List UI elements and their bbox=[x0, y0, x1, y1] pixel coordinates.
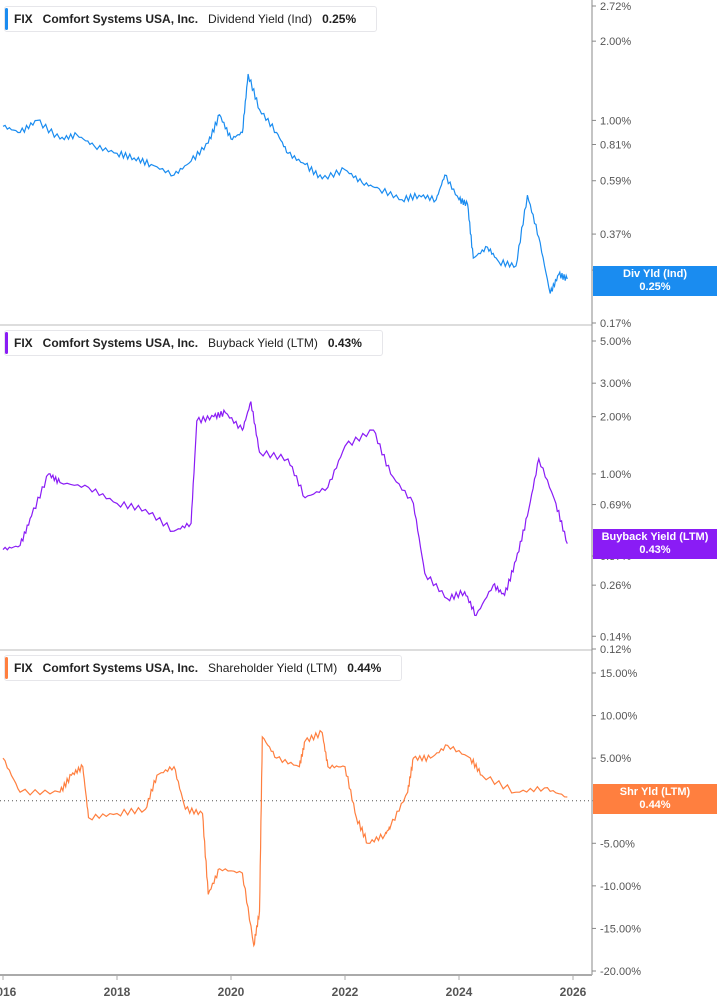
legend-shareholder: FIX Comfort Systems USA, Inc. Shareholde… bbox=[4, 655, 403, 681]
legend-company: Comfort Systems USA, Inc. bbox=[42, 661, 199, 675]
x-tick-label: 2020 bbox=[218, 985, 245, 999]
tag-label: Shr Yld (LTM) bbox=[619, 786, 691, 798]
y-tick-label: 3.00% bbox=[600, 378, 631, 390]
series-line-0 bbox=[2, 73, 568, 294]
x-tick-label: 2026 bbox=[560, 985, 587, 999]
y-tick-label: 2.00% bbox=[600, 36, 631, 48]
x-tick-label: 2024 bbox=[446, 985, 473, 999]
series-line-1 bbox=[2, 401, 568, 617]
legend-ticker: FIX bbox=[14, 336, 33, 350]
y-tick-label: 0.37% bbox=[600, 229, 631, 241]
tag-label: Buyback Yield (LTM) bbox=[601, 531, 709, 543]
y-tick-label: 15.00% bbox=[600, 668, 638, 680]
legend-ticker: FIX bbox=[14, 12, 33, 26]
legend-buyback: FIX Comfort Systems USA, Inc. Buyback Yi… bbox=[4, 330, 383, 356]
y-tick-label: -5.00% bbox=[600, 838, 635, 850]
tag-label: Div Yld (Ind) bbox=[623, 268, 687, 280]
y-tick-label: -15.00% bbox=[600, 923, 641, 935]
y-tick-label: 0.12% bbox=[600, 644, 631, 656]
y-tick-label: 0.26% bbox=[600, 580, 631, 592]
legend-metric: Dividend Yield (Ind) bbox=[208, 12, 313, 26]
legend-dividend: FIX Comfort Systems USA, Inc. Dividend Y… bbox=[4, 6, 378, 32]
legend-color-bar bbox=[5, 332, 8, 354]
legend-color-bar bbox=[5, 657, 8, 679]
y-tick-label: 0.14% bbox=[600, 631, 631, 643]
x-tick-label: 2018 bbox=[104, 985, 131, 999]
y-tick-label: 0.17% bbox=[600, 318, 631, 330]
tag-value: 0.25% bbox=[639, 281, 671, 293]
legend-value: 0.25% bbox=[322, 12, 357, 26]
y-tick-label: 5.00% bbox=[600, 753, 631, 765]
y-tick-label: 1.00% bbox=[600, 115, 631, 127]
last-value-tag-dividend: Div Yld (Ind) 0.25% bbox=[593, 266, 717, 296]
x-tick-label: 2016 bbox=[0, 985, 17, 999]
y-tick-label: 0.59% bbox=[600, 176, 631, 188]
y-tick-label: 1.00% bbox=[600, 469, 631, 481]
series-line-2 bbox=[2, 729, 568, 948]
y-tick-label: -20.00% bbox=[600, 966, 641, 978]
last-value-tag-shareholder: Shr Yld (LTM) 0.44% bbox=[593, 784, 717, 814]
last-value-tag-buyback: Buyback Yield (LTM) 0.43% bbox=[593, 529, 717, 559]
y-tick-label: -10.00% bbox=[600, 881, 641, 893]
y-tick-label: 10.00% bbox=[600, 711, 638, 723]
legend-value: 0.44% bbox=[347, 661, 382, 675]
y-tick-label: 5.00% bbox=[600, 336, 631, 348]
legend-company: Comfort Systems USA, Inc. bbox=[42, 336, 199, 350]
tag-value: 0.43% bbox=[639, 544, 671, 556]
y-tick-label: 0.81% bbox=[600, 139, 631, 151]
tag-value: 0.44% bbox=[639, 799, 671, 811]
y-tick-label: 0.69% bbox=[600, 500, 631, 512]
y-tick-label: 2.00% bbox=[600, 412, 631, 424]
legend-metric: Buyback Yield (LTM) bbox=[208, 336, 318, 350]
y-tick-label: 2.72% bbox=[600, 1, 631, 13]
x-tick-label: 2022 bbox=[332, 985, 359, 999]
legend-metric: Shareholder Yield (LTM) bbox=[208, 661, 338, 675]
legend-ticker: FIX bbox=[14, 661, 33, 675]
legend-company: Comfort Systems USA, Inc. bbox=[42, 12, 199, 26]
legend-color-bar bbox=[5, 8, 8, 30]
legend-value: 0.43% bbox=[327, 336, 362, 350]
